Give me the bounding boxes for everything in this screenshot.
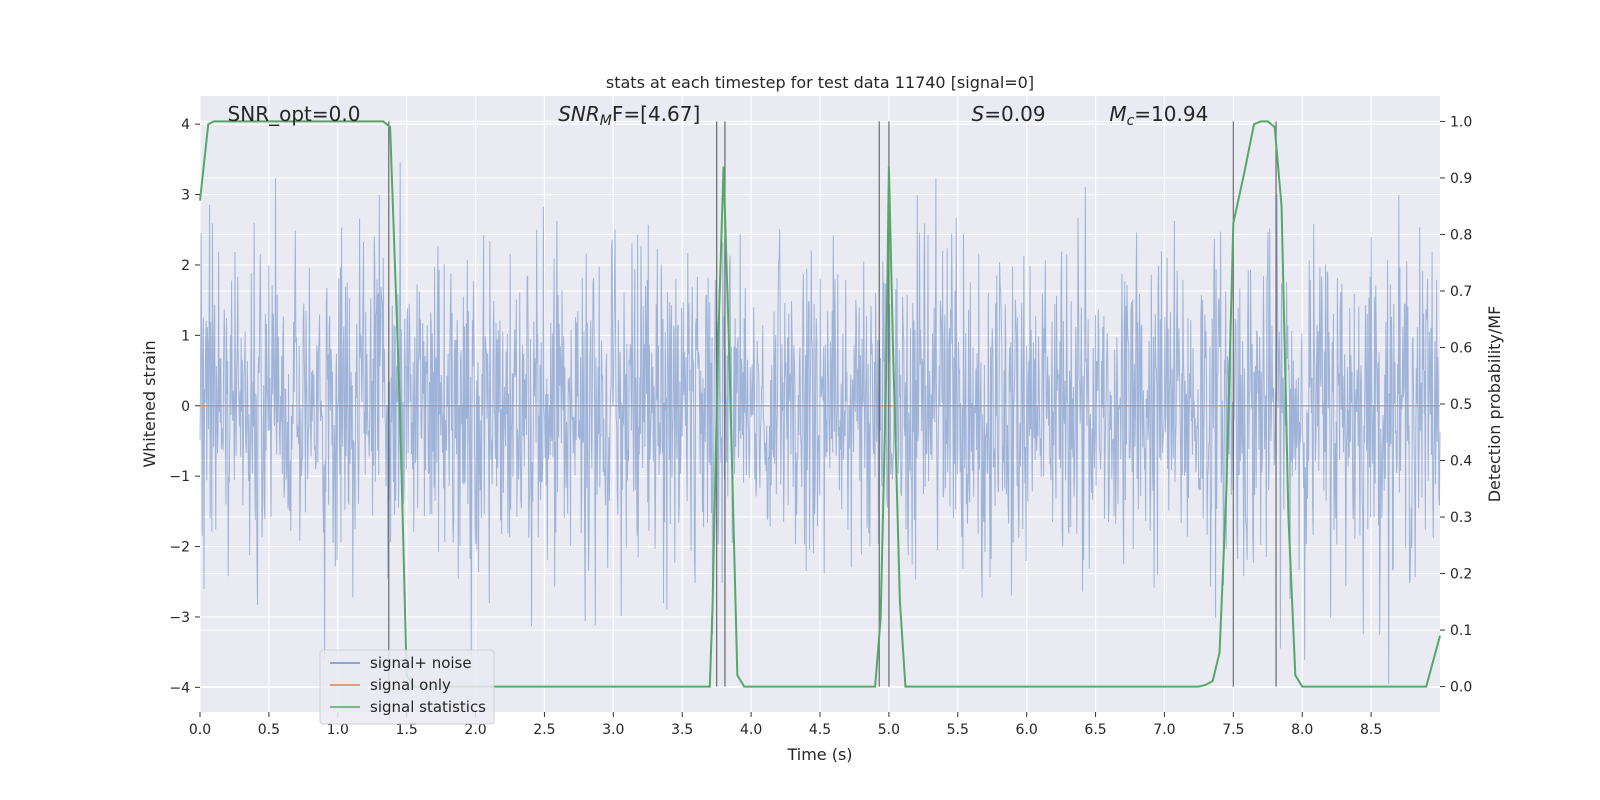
- y-tick-label: −1: [169, 469, 190, 485]
- signal-statistics-line: [199, 120, 1441, 688]
- x-tick-label: 6.5: [1084, 722, 1106, 738]
- y2-tick-label: 0.9: [1450, 171, 1472, 187]
- x-tick-label: 8.0: [1291, 722, 1313, 738]
- x-tick-label: 4.5: [809, 722, 831, 738]
- x-tick-label: 2.0: [464, 722, 486, 738]
- y-tick-label: −4: [169, 680, 190, 696]
- x-tick-label: 1.5: [396, 722, 418, 738]
- y-axis-ticks: 4 3 2 1 0 −1 −2 −3 −4: [169, 117, 200, 696]
- x-tick-label: 3.5: [671, 722, 693, 738]
- annotation-mc: Mc=10.94: [1109, 102, 1208, 129]
- y2-tick-label: 0.0: [1450, 680, 1472, 696]
- y2-tick-label: 0.5: [1450, 397, 1472, 413]
- x-tick-label: 0.0: [189, 722, 211, 738]
- y2-tick-label: 0.7: [1450, 284, 1472, 300]
- x-axis-ticks: 0.0 0.5 1.0 1.5 2.0 2.5 3.0 3.5 4.0 4.5 5.0 5.5 6.0 6…: [189, 712, 1382, 738]
- x-tick-label: 8.5: [1360, 722, 1382, 738]
- x-tick-label: 2.5: [533, 722, 555, 738]
- chart-title: stats at each timestep for test data 117…: [606, 73, 1034, 92]
- x-tick-label: 7.0: [1153, 722, 1175, 738]
- legend-box: [319, 649, 495, 725]
- y-tick-label: 1: [181, 328, 190, 344]
- y-tick-label: 2: [181, 258, 190, 274]
- legend-label-signal-statistics: signal statistics: [370, 698, 486, 716]
- y2-tick-label: 0.4: [1450, 454, 1472, 470]
- x-tick-label: 6.0: [1016, 722, 1038, 738]
- x-tick-label: 1.0: [327, 722, 349, 738]
- y2-tick-label: 0.1: [1450, 623, 1472, 639]
- y-tick-label: −2: [169, 540, 190, 556]
- annotations: SNR_opt=0.0 SNRMF=[4.67] S=0.09 Mc=10.94: [228, 102, 1209, 129]
- annotation-snr_mf: SNRMF=[4.67]: [558, 102, 700, 129]
- x-tick-label: 5.5: [947, 722, 969, 738]
- y-tick-label: −3: [169, 610, 190, 626]
- x-tick-label: 0.5: [258, 722, 280, 738]
- x-tick-label: 4.0: [740, 722, 762, 738]
- y-tick-label: 0: [181, 399, 190, 415]
- annotation-s: S=0.09: [972, 102, 1046, 126]
- legend-label-signal-plus-noise: signal+ noise: [370, 654, 472, 672]
- y-tick-label: 3: [181, 188, 190, 204]
- y2-tick-label: 0.3: [1450, 510, 1472, 526]
- x-tick-label: 5.0: [878, 722, 900, 738]
- y-axis-label: Whitened strain: [140, 340, 159, 467]
- x-axis-label: Time (s): [786, 745, 852, 764]
- legend-label-signal-only: signal only: [370, 676, 451, 694]
- y-tick-label: 4: [181, 117, 190, 133]
- y2-tick-label: 0.6: [1450, 340, 1472, 356]
- x-tick-label: 7.5: [1222, 722, 1244, 738]
- y2-axis-ticks: 1.0 0.9 0.8 0.7 0.6 0.5 0.4 0.3 0.2 0.1 0.0: [1440, 114, 1472, 696]
- y2-tick-label: 1.0: [1450, 114, 1472, 130]
- legend: signal+ noise signal only signal statist…: [319, 649, 495, 725]
- y2-tick-label: 0.2: [1450, 567, 1472, 583]
- annotation-snr_opt: SNR_opt=0.0: [228, 102, 361, 126]
- x-tick-label: 3.0: [602, 722, 624, 738]
- series-signal-statistics: [199, 120, 1441, 688]
- y2-axis-label: Detection probability/MF: [1485, 306, 1504, 503]
- y2-tick-label: 0.8: [1450, 227, 1472, 243]
